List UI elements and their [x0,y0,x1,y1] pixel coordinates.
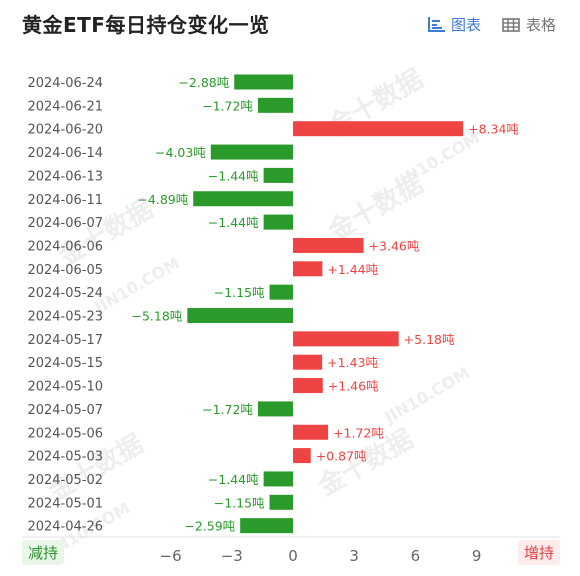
category-label: 2024-06-06 [27,239,103,254]
data-label: +1.46吨 [328,379,379,394]
category-label: 2024-05-10 [27,380,103,395]
tab-table-label: 表格 [526,16,557,34]
category-label: 2024-06-20 [27,123,103,138]
category-label: 2024-05-23 [27,310,103,325]
data-label: +0.87吨 [316,449,367,464]
data-label: −1.72吨 [202,402,253,417]
bar [269,494,293,510]
bar [269,284,293,300]
x-tick-label: 3 [349,547,359,565]
bar [293,354,323,370]
bar [293,261,323,277]
data-label: −1.72吨 [202,98,253,113]
data-label: −1.44吨 [208,215,259,230]
category-label: 2024-06-05 [27,263,103,278]
category-label: 2024-05-03 [27,450,103,465]
tab-chart-label: 图表 [451,16,482,34]
bar [234,74,293,90]
data-label: −4.03吨 [155,145,206,160]
category-label: 2024-06-21 [27,99,103,114]
category-label: 2024-05-06 [27,426,103,441]
bar [263,167,293,183]
bar [210,144,293,160]
category-label: 2024-05-01 [27,496,103,511]
page-title: 黄金ETF每日持仓变化一览 [22,13,270,37]
category-label: 2024-05-17 [27,333,103,348]
category-label: 2024-06-14 [27,146,103,161]
data-label: +1.44吨 [327,262,378,277]
category-label: 2024-05-15 [27,356,103,371]
watermark-5: JIN10.COM [391,128,484,192]
category-label: 2024-06-07 [27,216,103,231]
data-label: −4.89吨 [137,192,188,207]
bar [263,471,293,487]
data-label: −1.44吨 [208,472,259,487]
category-label: 2024-06-13 [27,169,103,184]
data-label: −1.44吨 [208,168,259,183]
watermark-7: JIN10.COM [381,363,474,427]
bar [193,191,293,207]
bar [263,214,293,230]
table-icon [502,17,520,32]
category-label: 2024-05-02 [27,473,103,488]
legend-increase: 增持 [518,540,561,565]
data-label: +3.46吨 [369,238,420,253]
x-tick-label: −6 [160,547,182,565]
data-label: +1.43吨 [327,355,378,370]
bar [293,121,464,137]
tab-table[interactable]: 表格 [502,14,556,35]
bar [257,97,293,113]
x-tick-label: −3 [221,547,243,565]
tab-chart[interactable]: 图表 [428,14,481,35]
bar [293,424,329,440]
bar [257,401,293,417]
category-label: 2024-04-26 [27,520,103,535]
bar [187,308,293,323]
bar [293,331,399,347]
legend-decrease: 减持 [22,540,65,565]
data-label: −1.15吨 [214,285,265,300]
x-tick-label: 9 [472,547,482,565]
category-label: 2024-06-24 [27,76,103,91]
x-tick-label: 0 [288,547,298,565]
category-label: 2024-05-24 [27,286,103,301]
bar [293,237,364,253]
category-label: 2024-05-07 [27,403,103,418]
data-label: +5.18吨 [404,332,455,347]
data-label: +8.34吨 [468,122,519,137]
bar-chart-icon [428,17,445,32]
data-label: −5.18吨 [132,309,183,324]
bar [240,518,293,534]
bar [293,378,323,394]
x-tick-label: 6 [411,547,421,565]
category-label: 2024-06-11 [27,193,103,208]
data-label: +1.72吨 [333,425,384,440]
data-label: −2.88吨 [178,75,229,90]
data-label: −1.15吨 [214,495,265,510]
bar [293,448,311,464]
data-label: −2.59吨 [184,519,235,534]
